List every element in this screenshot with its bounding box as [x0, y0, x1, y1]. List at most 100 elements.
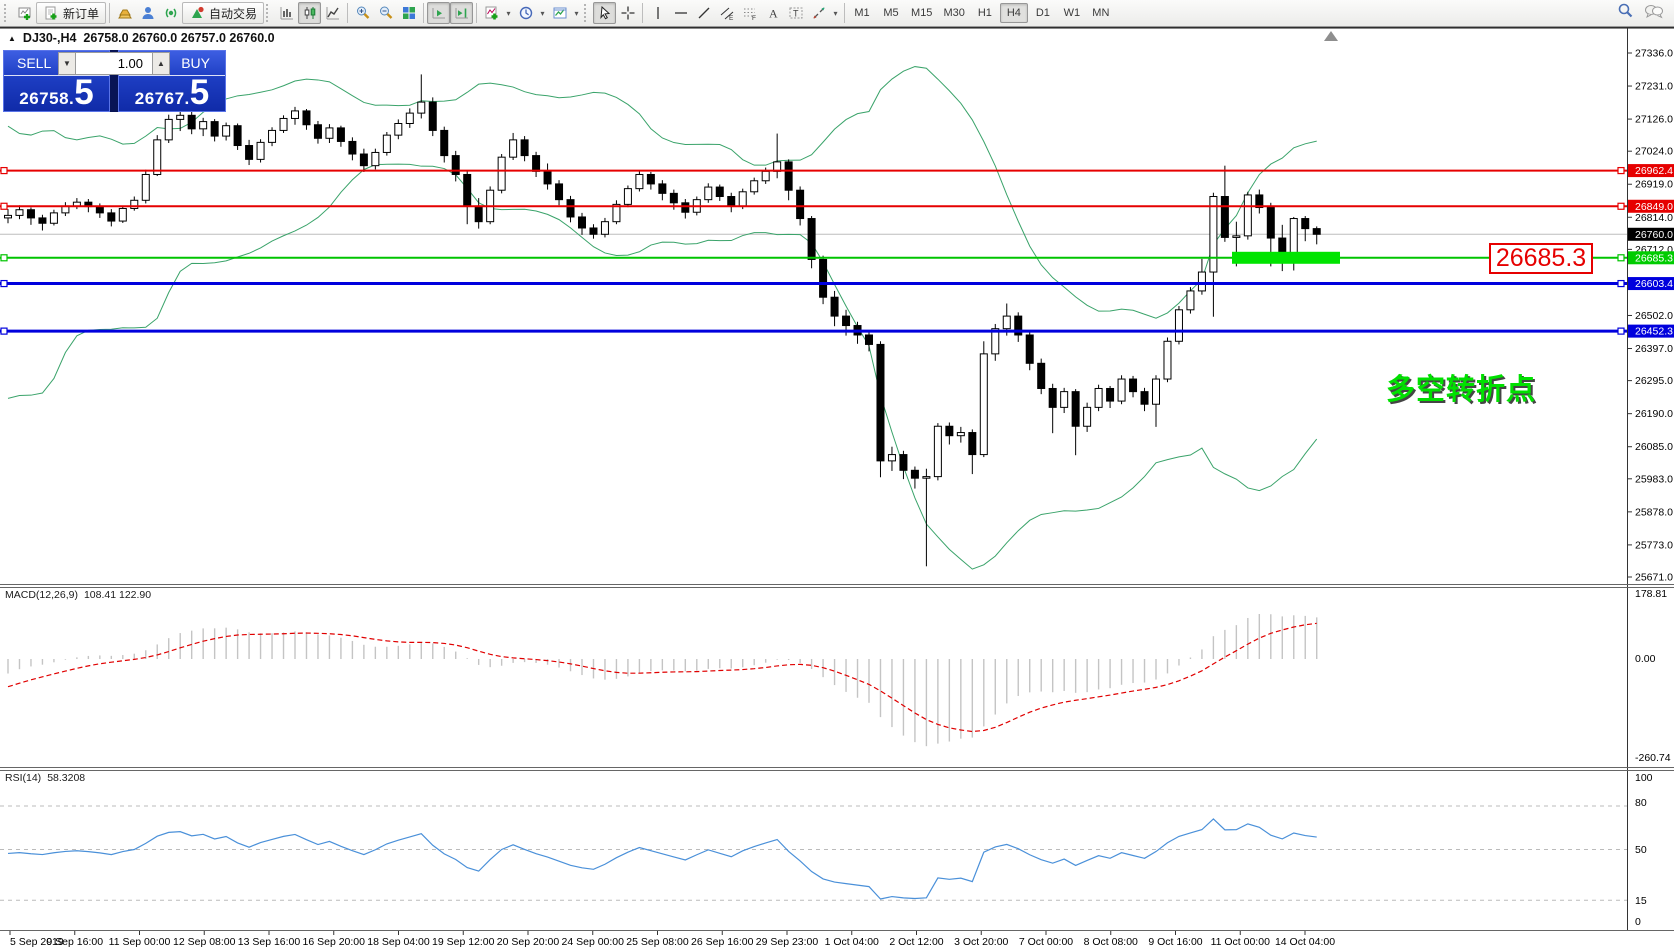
svg-text:25773.0: 25773.0 [1635, 539, 1673, 551]
community-button[interactable] [136, 2, 159, 24]
timeframe-w1[interactable]: W1 [1063, 7, 1081, 19]
highlight-rect-object[interactable] [1232, 251, 1340, 264]
search-icon[interactable] [1617, 2, 1634, 24]
sell-button[interactable]: SELL [4, 51, 109, 76]
text-button[interactable]: A [761, 2, 784, 24]
svg-text:25671.0: 25671.0 [1635, 572, 1673, 584]
timeframe-group: M1 M5 M15 M30 H1 H4 D1 W1 MN [848, 3, 1115, 23]
templates-dropdown[interactable]: ▾ [574, 8, 579, 18]
separator [347, 3, 349, 23]
timeframe-m5[interactable]: M5 [883, 7, 899, 19]
new-chart-icon [17, 5, 33, 21]
symbol-ohlc-values: 26758.0 26760.0 26757.0 26760.0 [83, 31, 275, 45]
volume-increase-button[interactable]: ▲ [152, 52, 170, 75]
news-button[interactable] [159, 2, 182, 24]
arrows-button[interactable] [807, 2, 830, 24]
tile-windows-button[interactable] [397, 2, 420, 24]
svg-text:25878.0: 25878.0 [1635, 506, 1673, 518]
svg-text:2 Oct 12:00: 2 Oct 12:00 [889, 936, 943, 948]
price-annotation-box[interactable]: 26685.3 [1489, 243, 1593, 274]
macd-signal-line [7, 622, 1317, 733]
sell-price-big: 5 [74, 73, 94, 112]
macd-label: MACD(12,26,9) [5, 589, 78, 601]
auto-scroll-button[interactable] [427, 2, 451, 24]
sell-price: 26758. 5 [4, 73, 109, 112]
text-icon: A [765, 5, 781, 21]
zoom-in-icon [355, 5, 371, 21]
toolbar-right [1617, 2, 1664, 24]
svg-text:0: 0 [1635, 916, 1641, 928]
arrows-dropdown[interactable]: ▾ [833, 8, 838, 18]
tile-windows-icon [401, 5, 417, 21]
autotrading-button[interactable]: 自动交易 [182, 2, 265, 24]
buy-price-main: 26767. [134, 89, 190, 108]
buy-button[interactable]: BUY [119, 51, 225, 76]
horizontal-line-button[interactable] [669, 2, 692, 24]
svg-text:26 Sep 16:00: 26 Sep 16:00 [691, 936, 754, 948]
symbol-expand-icon[interactable]: ▲ [8, 33, 16, 43]
chat-icon[interactable] [1644, 3, 1664, 24]
rsi-levels [0, 805, 1627, 901]
candlestick-icon [302, 5, 318, 21]
zoom-out-button[interactable] [374, 2, 397, 24]
new-chart-button[interactable] [13, 2, 36, 24]
svg-text:11 Oct 00:00: 11 Oct 00:00 [1211, 936, 1271, 948]
turning-point-annotation[interactable]: 多空转折点 [1386, 374, 1537, 406]
indicators-icon [484, 5, 500, 21]
timeframe-m1[interactable]: M1 [854, 7, 870, 19]
toolbar-grip [266, 4, 273, 22]
timeframe-h4[interactable]: H4 [999, 3, 1028, 23]
svg-text:A: A [769, 7, 778, 21]
indicators-button[interactable] [480, 2, 503, 24]
bar-chart-button[interactable] [275, 2, 298, 24]
svg-text:11 Sep 00:00: 11 Sep 00:00 [109, 936, 171, 948]
timeframe-m15[interactable]: M15 [911, 7, 933, 19]
price-chart-canvas[interactable]: 27336.0 27231.0 27126.0 27024.0 26919.0 26814… [0, 27, 1674, 949]
timeframe-mn[interactable]: MN [1092, 7, 1110, 19]
svg-text:7 Oct 00:00: 7 Oct 00:00 [1019, 936, 1073, 948]
symbol-period-label: DJ30-,H4 [22, 31, 77, 45]
fibonacci-button[interactable]: F [738, 2, 761, 24]
timeframe-m30[interactable]: M30 [943, 7, 965, 19]
svg-text:26919.0: 26919.0 [1635, 179, 1673, 191]
chart-shift-icon [454, 5, 470, 21]
buy-price: 26767. 5 [119, 75, 225, 110]
chart-shift-marker[interactable] [1324, 31, 1338, 41]
cursor-icon [597, 5, 613, 21]
cursor-button[interactable] [593, 2, 617, 24]
vertical-line-icon [650, 5, 666, 21]
templates-button[interactable] [548, 2, 571, 24]
svg-text:26452.3: 26452.3 [1635, 326, 1673, 338]
price-axis: 27336.0 27231.0 27126.0 27024.0 26919.0 26814… [1627, 48, 1674, 584]
svg-text:27336.0: 27336.0 [1635, 48, 1673, 60]
svg-text:9 Oct 16:00: 9 Oct 16:00 [1148, 936, 1202, 948]
candlestick-chart-button[interactable] [298, 2, 322, 24]
crosshair-button[interactable] [616, 2, 639, 24]
timeframe-d1[interactable]: D1 [1035, 7, 1050, 19]
periods-button[interactable] [514, 2, 537, 24]
volume-decrease-button[interactable]: ▼ [58, 52, 76, 75]
text-label-button[interactable]: T [784, 2, 807, 24]
bar-chart-icon [279, 5, 295, 21]
volume-input[interactable]: 1.00 [76, 52, 152, 75]
svg-text:24 Sep 00:00: 24 Sep 00:00 [562, 936, 625, 948]
svg-text:19 Sep 12:00: 19 Sep 12:00 [432, 936, 495, 948]
channel-button[interactable]: E [715, 2, 738, 24]
svg-text:26814.0: 26814.0 [1635, 212, 1673, 224]
svg-text:27126.0: 27126.0 [1635, 114, 1673, 126]
rsi-value: 58.3208 [47, 772, 86, 784]
market-watch-button[interactable] [113, 2, 136, 24]
chart-shift-button[interactable] [450, 2, 474, 24]
svg-text:25983.0: 25983.0 [1635, 473, 1673, 485]
zoom-in-button[interactable] [351, 2, 374, 24]
new-order-button[interactable]: 新订单 [36, 2, 107, 24]
svg-text:26685.3: 26685.3 [1635, 252, 1673, 264]
timeframe-h1[interactable]: H1 [977, 7, 992, 19]
indicators-dropdown[interactable]: ▾ [506, 8, 511, 18]
vertical-line-button[interactable] [646, 2, 669, 24]
line-chart-button[interactable] [321, 2, 344, 24]
horizontal-line-objects[interactable] [0, 166, 1627, 335]
autotrading-label: 自动交易 [209, 6, 258, 21]
periods-dropdown[interactable]: ▾ [540, 8, 545, 18]
trendline-button[interactable] [692, 2, 715, 24]
